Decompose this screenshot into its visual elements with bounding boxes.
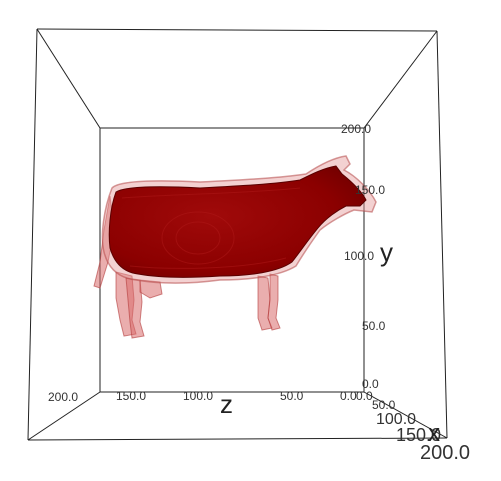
- edge-right-front: [437, 31, 447, 438]
- x-axis: 0.0 50.0 100.0 150.0 x 200.0: [356, 389, 470, 464]
- z-tick-label: 200.0: [48, 390, 78, 404]
- y-tick-label: 200.0: [341, 122, 371, 136]
- z-axis: 200.0 150.0 100.0 50.0 0.0 z: [48, 389, 357, 419]
- cow-surface[interactable]: [94, 156, 376, 338]
- y-tick-label: 150.0: [355, 183, 385, 197]
- edge-left-front: [28, 29, 37, 440]
- z-axis-label: z: [220, 389, 233, 419]
- edge-top-front: [37, 29, 437, 31]
- z-tick-label: 150.0: [116, 389, 146, 403]
- cow-front-leg-2: [268, 274, 280, 330]
- edge-top-left: [37, 29, 100, 128]
- z-tick-label: 50.0: [280, 389, 304, 403]
- y-axis-label: y: [380, 237, 393, 267]
- z-tick-label: 0.0: [340, 389, 357, 403]
- x-tick-label: 200.0: [420, 442, 470, 464]
- x-corner-tick: 0.0: [356, 389, 373, 403]
- edge-top-right: [364, 31, 437, 128]
- y-tick-label: 100.0: [344, 249, 374, 263]
- y-tick-label: 50.0: [362, 319, 386, 333]
- z-tick-label: 100.0: [183, 389, 213, 403]
- x-tick-label: 50.0: [372, 398, 396, 412]
- edge-bottom-front: [28, 438, 447, 440]
